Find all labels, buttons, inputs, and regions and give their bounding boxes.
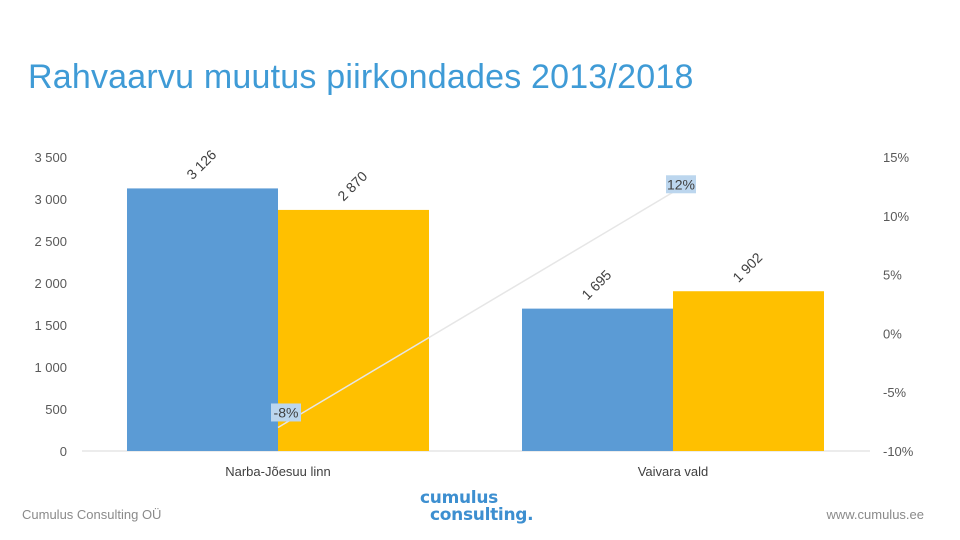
logo-line-1: cumulus — [420, 488, 498, 508]
bar-series-1-2 — [522, 308, 673, 451]
footer-company: Cumulus Consulting OÜ — [22, 507, 162, 522]
bar-series-2-2 — [673, 291, 824, 451]
bar-data-label: 3 126 — [183, 146, 219, 182]
bars-layer — [127, 188, 824, 451]
y-tick-label: 0 — [60, 444, 67, 459]
y2-tick-label: -5% — [883, 385, 907, 400]
change-label-bg — [666, 175, 696, 194]
y-tick-label: 1 500 — [34, 318, 67, 333]
y-tick-label: 2 500 — [34, 234, 67, 249]
logo-line-2: consulting. — [420, 505, 534, 525]
category-label: Vaivara vald — [638, 464, 709, 479]
change-data-label: 12% — [667, 176, 695, 192]
axis-layer: 0 500 1 000 1 500 2 000 2 500 3 000 3 500 -10% -5… — [34, 150, 913, 479]
y2-tick-label: 15% — [883, 150, 909, 165]
change-line — [277, 191, 674, 429]
category-label: Narba-Jõesuu linn — [225, 464, 331, 479]
bar-data-label: 1 695 — [578, 267, 614, 303]
slide-title: Rahvaarvu muutus piirkondades 2013/2018 — [28, 58, 694, 96]
change-data-label: -8% — [274, 404, 299, 420]
y-tick-label: 3 500 — [34, 150, 67, 165]
change-label-bg — [271, 403, 301, 422]
bar-series-1-1 — [127, 188, 278, 451]
footer-website[interactable]: www.cumulus.ee — [826, 507, 924, 522]
change-line-layer: -8% 12% — [271, 175, 696, 429]
cumulus-logo: cumulus consulting. — [420, 488, 534, 525]
y2-tick-label: -10% — [883, 444, 914, 459]
y-tick-label: 3 000 — [34, 192, 67, 207]
y2-tick-label: 5% — [883, 268, 902, 283]
bar-data-label: 1 902 — [729, 249, 765, 285]
y-tick-label: 2 000 — [34, 276, 67, 291]
logo-dot: . — [527, 505, 534, 525]
y2-tick-label: 0% — [883, 326, 902, 341]
bar-data-label: 2 870 — [334, 168, 370, 204]
logo-word-consulting: consulting — [430, 505, 528, 525]
y2-tick-label: 10% — [883, 209, 909, 224]
y-tick-label: 500 — [45, 402, 67, 417]
y-tick-label: 1 000 — [34, 360, 67, 375]
bar-series-2-1 — [278, 209, 429, 451]
